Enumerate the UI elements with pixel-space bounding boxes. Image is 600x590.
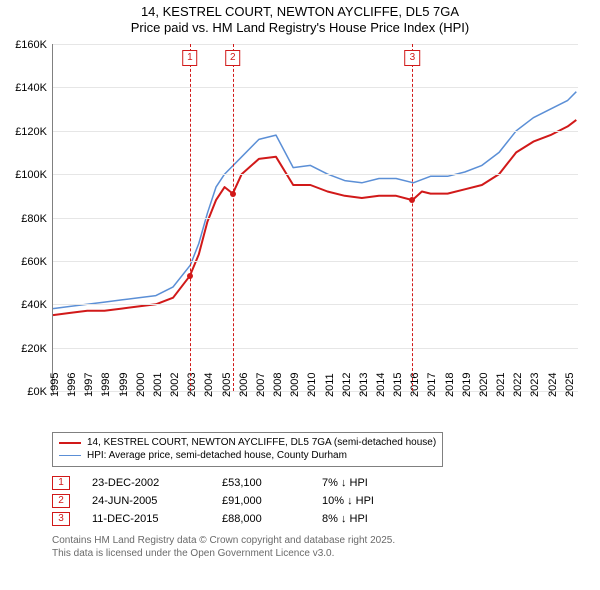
- sales-events-table: 1 23-DEC-2002£53,1007% ↓ HPI 2 24-JUN-2005£…: [52, 474, 432, 528]
- event-row-price: £53,100: [222, 477, 322, 489]
- y-tick-label: £140K: [15, 82, 53, 94]
- y-gridline: £20K: [53, 348, 578, 349]
- page: 14, KESTREL COURT, NEWTON AYCLIFFE, DL5 …: [0, 0, 600, 590]
- y-gridline: £160K: [53, 44, 578, 45]
- legend-row: 14, KESTREL COURT, NEWTON AYCLIFFE, DL5 …: [59, 436, 436, 449]
- attribution: Contains HM Land Registry data © Crown c…: [52, 534, 395, 560]
- event-row-badge: 3: [52, 512, 70, 526]
- event-badge: 3: [405, 50, 421, 66]
- x-tick-label: 1995: [49, 373, 61, 397]
- event-row: 3 11-DEC-2015£88,0008% ↓ HPI: [52, 510, 432, 528]
- x-tick-label: 2018: [444, 373, 456, 397]
- y-tick-label: £20K: [21, 343, 53, 355]
- x-tick-label: 1996: [66, 373, 78, 397]
- x-tick-label: 2002: [169, 373, 181, 397]
- x-tick-label: 2024: [547, 373, 559, 397]
- event-vertical-line: [233, 44, 234, 391]
- event-badge: 2: [225, 50, 241, 66]
- y-gridline: £60K: [53, 261, 578, 262]
- chart-plot-area: £0K£20K£40K£60K£80K£100K£120K£140K£160K1…: [52, 44, 578, 392]
- event-row-delta: 10% ↓ HPI: [322, 495, 432, 507]
- event-row-delta: 8% ↓ HPI: [322, 513, 432, 525]
- y-tick-label: £60K: [21, 256, 53, 268]
- x-tick-label: 2007: [255, 373, 267, 397]
- x-tick-label: 2005: [221, 373, 233, 397]
- x-tick-label: 2014: [375, 373, 387, 397]
- y-tick-label: £100K: [15, 169, 53, 181]
- legend-swatch: [59, 455, 81, 456]
- event-row-badge: 1: [52, 476, 70, 490]
- x-tick-label: 2012: [341, 373, 353, 397]
- y-tick-label: £160K: [15, 39, 53, 51]
- event-row-price: £91,000: [222, 495, 322, 507]
- x-tick-label: 1997: [83, 373, 95, 397]
- legend-label: HPI: Average price, semi-detached house,…: [87, 449, 347, 462]
- event-row: 2 24-JUN-2005£91,00010% ↓ HPI: [52, 492, 432, 510]
- event-vertical-line: [190, 44, 191, 391]
- x-tick-label: 2003: [186, 373, 198, 397]
- x-tick-label: 2013: [358, 373, 370, 397]
- x-tick-label: 2008: [272, 373, 284, 397]
- y-gridline: £80K: [53, 218, 578, 219]
- event-row: 1 23-DEC-2002£53,1007% ↓ HPI: [52, 474, 432, 492]
- series-line-hpi: [53, 92, 576, 309]
- title-line-1: 14, KESTREL COURT, NEWTON AYCLIFFE, DL5 …: [0, 4, 600, 20]
- event-row-price: £88,000: [222, 513, 322, 525]
- x-tick-label: 2001: [152, 373, 164, 397]
- x-tick-label: 2016: [409, 373, 421, 397]
- attribution-line-1: Contains HM Land Registry data © Crown c…: [52, 534, 395, 547]
- x-tick-label: 2011: [324, 373, 336, 397]
- sale-marker: [230, 191, 236, 197]
- y-gridline: £40K: [53, 304, 578, 305]
- x-tick-label: 2023: [529, 373, 541, 397]
- event-badge: 1: [182, 50, 198, 66]
- y-gridline: £120K: [53, 131, 578, 132]
- y-gridline: £140K: [53, 87, 578, 88]
- x-tick-label: 2022: [512, 373, 524, 397]
- x-tick-label: 2006: [238, 373, 250, 397]
- x-tick-label: 2009: [289, 373, 301, 397]
- title-line-2: Price paid vs. HM Land Registry's House …: [0, 20, 600, 36]
- y-gridline: £100K: [53, 174, 578, 175]
- x-tick-label: 2004: [203, 373, 215, 397]
- y-tick-label: £80K: [21, 213, 53, 225]
- event-vertical-line: [412, 44, 413, 391]
- x-tick-label: 2000: [135, 373, 147, 397]
- legend: 14, KESTREL COURT, NEWTON AYCLIFFE, DL5 …: [52, 432, 443, 467]
- legend-row: HPI: Average price, semi-detached house,…: [59, 449, 436, 462]
- y-tick-label: £120K: [15, 126, 53, 138]
- event-row-badge: 2: [52, 494, 70, 508]
- x-tick-label: 2015: [392, 373, 404, 397]
- x-tick-label: 2021: [495, 373, 507, 397]
- x-tick-label: 1999: [118, 373, 130, 397]
- legend-swatch: [59, 442, 81, 444]
- event-row-date: 11-DEC-2015: [92, 513, 222, 525]
- legend-label: 14, KESTREL COURT, NEWTON AYCLIFFE, DL5 …: [87, 436, 436, 449]
- event-row-date: 24-JUN-2005: [92, 495, 222, 507]
- chart-title: 14, KESTREL COURT, NEWTON AYCLIFFE, DL5 …: [0, 0, 600, 37]
- x-tick-label: 2025: [564, 373, 576, 397]
- x-tick-label: 2019: [461, 373, 473, 397]
- x-tick-label: 2010: [306, 373, 318, 397]
- event-row-delta: 7% ↓ HPI: [322, 477, 432, 489]
- x-tick-label: 1998: [100, 373, 112, 397]
- x-tick-label: 2020: [478, 373, 490, 397]
- sale-marker: [187, 273, 193, 279]
- sale-marker: [409, 197, 415, 203]
- x-tick-label: 2017: [426, 373, 438, 397]
- event-row-date: 23-DEC-2002: [92, 477, 222, 489]
- attribution-line-2: This data is licensed under the Open Gov…: [52, 547, 395, 560]
- y-tick-label: £40K: [21, 299, 53, 311]
